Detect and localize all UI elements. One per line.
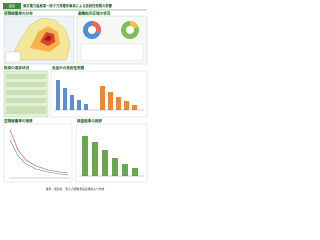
bar <box>77 100 81 110</box>
header-badge <box>3 3 21 9</box>
panel-row <box>6 106 46 114</box>
bar <box>132 105 137 110</box>
header-title: 東京電力福島第一原子力発電所事故による放射性物質の影響 <box>23 3 113 8</box>
pie-hole <box>88 26 96 34</box>
bar <box>84 104 88 110</box>
bars <box>82 136 138 176</box>
panel-row <box>6 98 46 103</box>
section-title: 食品中の放射性物質 <box>52 65 85 70</box>
map-legend <box>5 51 21 63</box>
section-title: 空間線量率の分布 <box>4 11 33 16</box>
bar <box>63 88 67 110</box>
panel-row <box>6 74 46 79</box>
bar <box>92 142 98 176</box>
bar <box>100 86 105 110</box>
bar <box>122 164 128 176</box>
section-title: 検査結果の推移 <box>77 118 103 123</box>
header-label: 図表 <box>9 3 15 8</box>
bar <box>70 95 74 110</box>
section-title: 除染の進捗状況 <box>4 65 30 70</box>
notes-box <box>80 43 144 61</box>
bar <box>112 158 118 176</box>
panel-rows <box>6 74 46 114</box>
panel-row <box>6 82 46 87</box>
line <box>9 139 69 176</box>
bar <box>124 101 129 110</box>
bars <box>100 86 137 110</box>
bar <box>56 80 60 110</box>
chart-frame <box>3 123 73 183</box>
bar <box>82 136 88 176</box>
footer: 資料：環境省、原子力規制委員会資料より作成 <box>46 187 105 191</box>
bar <box>132 168 138 176</box>
pie-hole <box>126 26 134 34</box>
bar <box>116 97 121 110</box>
map-zone <box>44 35 52 41</box>
page: 図表 東京電力福島第一原子力発電所事故による放射性物質の影響 空間線量率の分布 … <box>0 0 150 196</box>
panel-row <box>6 90 46 95</box>
bar <box>108 92 113 110</box>
section-title: 空間線量率の推移 <box>4 118 33 123</box>
bars <box>56 80 88 110</box>
bar <box>102 150 108 176</box>
line <box>9 129 69 174</box>
section-title: 避難指示区域の状況 <box>78 11 111 16</box>
